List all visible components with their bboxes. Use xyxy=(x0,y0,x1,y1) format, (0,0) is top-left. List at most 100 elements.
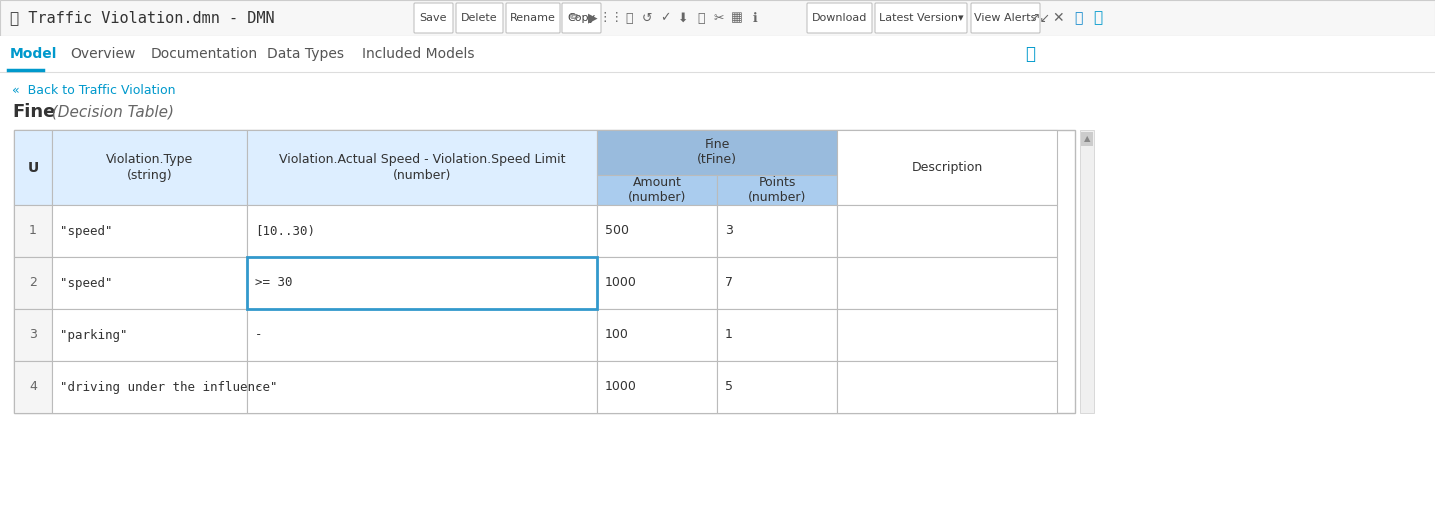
Text: ▲: ▲ xyxy=(1083,135,1091,143)
Bar xyxy=(52,257,247,309)
Text: -: - xyxy=(255,329,263,341)
Text: 2: 2 xyxy=(29,276,37,290)
Bar xyxy=(247,309,597,361)
Text: "speed": "speed" xyxy=(60,276,112,290)
Text: Violation.Actual Speed - Violation.Speed Limit
(number): Violation.Actual Speed - Violation.Speed… xyxy=(278,153,565,181)
Bar xyxy=(247,205,597,257)
Bar xyxy=(14,309,52,361)
Text: ▶: ▶ xyxy=(588,12,598,24)
Text: 📋: 📋 xyxy=(1073,11,1082,25)
Text: ⋮⋮: ⋮⋮ xyxy=(598,12,623,24)
Text: Fine
(tFine): Fine (tFine) xyxy=(697,139,738,167)
Text: ✓: ✓ xyxy=(660,12,670,24)
Text: 🔒 Traffic Violation.dmn - DMN: 🔒 Traffic Violation.dmn - DMN xyxy=(10,11,274,25)
Text: Data Types: Data Types xyxy=(267,47,344,61)
Bar xyxy=(0,36,1435,72)
Text: ↗↙: ↗↙ xyxy=(1029,12,1050,24)
Bar xyxy=(52,361,247,413)
Bar xyxy=(718,309,837,361)
Text: 5: 5 xyxy=(725,380,733,394)
Text: ✏: ✏ xyxy=(570,12,580,24)
Bar xyxy=(247,257,597,309)
Text: [10..30): [10..30) xyxy=(255,225,316,238)
Bar xyxy=(14,257,52,309)
Bar xyxy=(52,309,247,361)
Text: -: - xyxy=(255,380,263,394)
Bar xyxy=(837,309,1058,361)
Bar xyxy=(52,205,247,257)
Text: 1000: 1000 xyxy=(606,276,637,290)
Bar xyxy=(597,257,718,309)
Bar xyxy=(1081,132,1093,146)
Text: U: U xyxy=(27,161,39,175)
Text: Copy: Copy xyxy=(567,13,596,23)
FancyBboxPatch shape xyxy=(563,3,601,33)
Bar xyxy=(837,130,1058,205)
FancyBboxPatch shape xyxy=(507,3,560,33)
Text: 🔍: 🔍 xyxy=(1025,45,1035,63)
Text: Amount
(number): Amount (number) xyxy=(629,176,686,204)
Bar xyxy=(14,361,52,413)
Text: "parking": "parking" xyxy=(60,329,128,341)
Text: ⎘: ⎘ xyxy=(697,12,705,24)
Bar xyxy=(837,205,1058,257)
Bar xyxy=(837,361,1058,413)
Text: 500: 500 xyxy=(606,225,629,238)
Bar xyxy=(597,361,718,413)
Text: ▦: ▦ xyxy=(730,12,743,24)
Text: Documentation: Documentation xyxy=(151,47,258,61)
Text: "driving under the influence": "driving under the influence" xyxy=(60,380,277,394)
Text: ↺: ↺ xyxy=(641,12,653,24)
Bar xyxy=(14,130,1075,413)
Text: Rename: Rename xyxy=(509,13,555,23)
Text: Save: Save xyxy=(420,13,448,23)
Text: ⬇: ⬇ xyxy=(677,12,689,24)
Text: ℹ: ℹ xyxy=(752,12,758,24)
Text: View Alerts: View Alerts xyxy=(974,13,1036,23)
Text: ✕: ✕ xyxy=(1052,11,1063,25)
Text: Overview: Overview xyxy=(70,47,135,61)
Text: ✂: ✂ xyxy=(713,12,725,24)
Bar xyxy=(718,175,837,205)
Bar xyxy=(718,361,837,413)
Text: Violation.Type
(string): Violation.Type (string) xyxy=(106,153,194,181)
Text: 3: 3 xyxy=(29,329,37,341)
FancyBboxPatch shape xyxy=(971,3,1040,33)
Bar xyxy=(718,257,837,309)
Bar xyxy=(597,309,718,361)
Bar xyxy=(14,205,52,257)
Text: Points
(number): Points (number) xyxy=(748,176,806,204)
Bar xyxy=(247,130,597,205)
FancyBboxPatch shape xyxy=(415,3,453,33)
Bar xyxy=(1081,130,1093,413)
Text: >= 30: >= 30 xyxy=(255,276,293,290)
Text: Latest Version▾: Latest Version▾ xyxy=(878,13,963,23)
Text: «  Back to Traffic Violation: « Back to Traffic Violation xyxy=(11,83,175,97)
Text: Fine: Fine xyxy=(11,103,56,121)
Bar xyxy=(52,130,247,205)
Text: 7: 7 xyxy=(725,276,733,290)
Bar xyxy=(837,257,1058,309)
Text: "speed": "speed" xyxy=(60,225,112,238)
Bar xyxy=(0,0,1435,36)
Text: (Decision Table): (Decision Table) xyxy=(42,105,174,119)
Bar xyxy=(597,175,718,205)
Text: Download: Download xyxy=(812,13,867,23)
FancyBboxPatch shape xyxy=(806,3,872,33)
Bar xyxy=(597,130,837,175)
Text: Model: Model xyxy=(10,47,57,61)
Text: 👁: 👁 xyxy=(1093,11,1102,25)
Text: 1: 1 xyxy=(725,329,733,341)
FancyBboxPatch shape xyxy=(875,3,967,33)
Text: Description: Description xyxy=(911,161,983,174)
Bar xyxy=(14,130,52,205)
Text: Included Models: Included Models xyxy=(362,47,475,61)
Text: 3: 3 xyxy=(725,225,733,238)
FancyBboxPatch shape xyxy=(456,3,504,33)
Bar xyxy=(597,205,718,257)
Bar xyxy=(718,205,837,257)
Text: 4: 4 xyxy=(29,380,37,394)
Text: 100: 100 xyxy=(606,329,629,341)
Text: Delete: Delete xyxy=(461,13,498,23)
Bar xyxy=(247,361,597,413)
